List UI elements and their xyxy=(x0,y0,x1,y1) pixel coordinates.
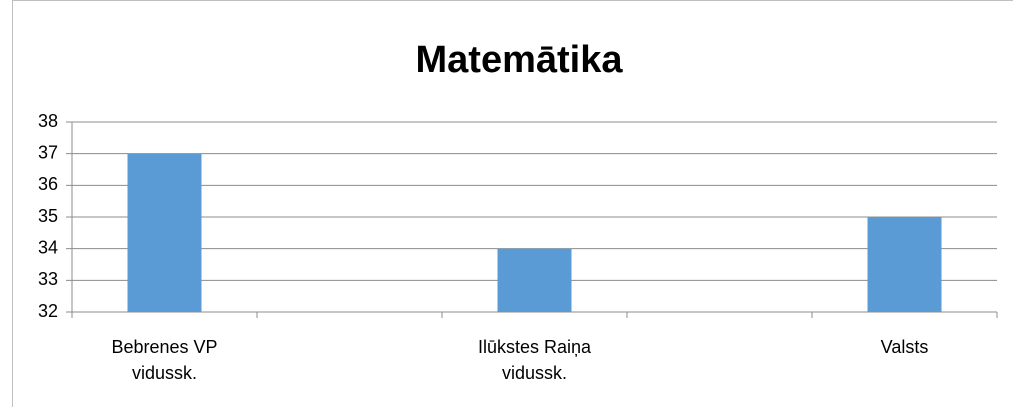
y-tick-label: 35 xyxy=(38,206,58,226)
x-tick-label: Bebrenes VP vidussk. xyxy=(111,337,218,383)
chart-border xyxy=(12,0,1013,407)
bar xyxy=(497,248,572,312)
y-tick-label: 33 xyxy=(38,269,58,289)
y-tick-label: 37 xyxy=(38,142,58,162)
y-tick-label: 38 xyxy=(38,111,58,131)
x-tick-label: Valsts xyxy=(880,337,929,357)
y-tick-label: 36 xyxy=(38,174,58,194)
bar xyxy=(127,153,202,312)
x-tick-label: Ilūkstes Raiņa vidussk. xyxy=(477,337,592,383)
y-tick-label: 34 xyxy=(38,237,58,257)
chart-title: Matemātika xyxy=(416,39,624,81)
y-tick-label: 32 xyxy=(38,301,58,321)
bar xyxy=(867,217,942,312)
